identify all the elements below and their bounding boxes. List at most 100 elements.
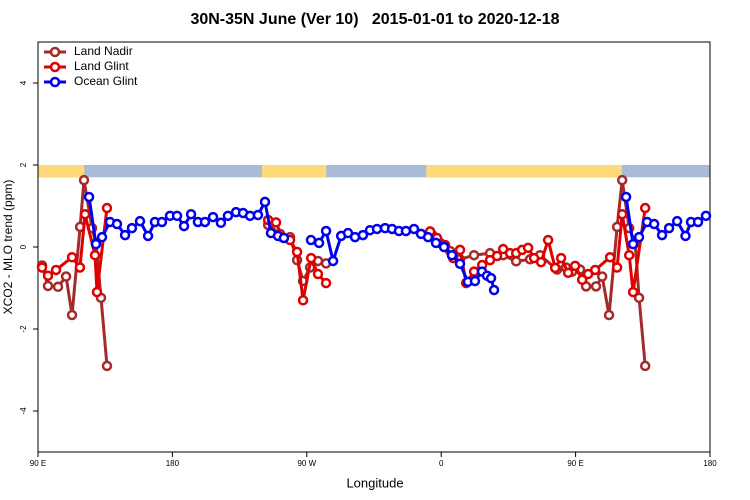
data-point	[222, 210, 234, 222]
data-point	[119, 229, 131, 241]
data-point	[562, 267, 574, 279]
data-point	[692, 216, 704, 228]
chart-title: 30N-35N June (Ver 10) 2015-01-01 to 2020…	[190, 11, 559, 28]
data-point	[639, 202, 651, 214]
data-point	[590, 281, 602, 292]
data-point	[66, 309, 78, 321]
data-point	[252, 209, 264, 221]
data-point	[320, 225, 332, 237]
data-point	[207, 211, 219, 223]
data-point	[535, 256, 547, 268]
data-point	[549, 262, 561, 274]
land-strip	[426, 165, 622, 178]
data-point	[454, 258, 466, 270]
x-tick-label: 180	[703, 459, 717, 468]
data-point	[291, 246, 303, 258]
data-point	[278, 232, 290, 244]
data-point	[663, 222, 675, 234]
data-point	[78, 174, 90, 186]
data-point	[616, 208, 628, 220]
data-point	[510, 256, 522, 267]
data-point	[627, 286, 639, 298]
data-point	[680, 230, 691, 242]
data-point	[327, 255, 339, 267]
legend-label: Land Nadir	[74, 44, 133, 58]
data-point	[89, 249, 101, 261]
data-point	[603, 309, 615, 321]
data-point	[199, 216, 211, 228]
data-point	[469, 275, 481, 287]
data-point	[305, 252, 317, 264]
data-point	[66, 252, 78, 263]
data-point	[633, 292, 645, 304]
data-point	[312, 268, 324, 280]
data-point	[320, 277, 332, 289]
data-point	[589, 264, 601, 276]
data-point	[357, 229, 369, 241]
data-point	[620, 191, 632, 203]
data-point	[111, 218, 123, 230]
data-point	[313, 237, 325, 249]
legend-label: Land Glint	[74, 59, 129, 73]
data-point	[60, 271, 72, 282]
data-point	[156, 216, 168, 228]
data-point	[596, 271, 608, 282]
data-point	[305, 234, 317, 246]
data-point	[36, 262, 48, 273]
data-point	[648, 218, 660, 230]
data-point	[42, 270, 54, 281]
data-point	[611, 262, 623, 273]
data-point	[270, 217, 282, 228]
data-point	[79, 208, 91, 220]
y-axis-label: XCO2 - MLO trend (ppm)	[1, 180, 15, 315]
x-tick-label: 90 E	[567, 459, 583, 468]
y-tick-label: -2	[19, 325, 28, 333]
data-point	[656, 229, 668, 241]
data-point	[215, 217, 227, 229]
data-point	[569, 260, 581, 272]
land-strip	[262, 165, 327, 178]
data-point	[555, 252, 567, 264]
data-point	[50, 264, 62, 276]
x-tick-label: 180	[166, 459, 180, 468]
data-point	[91, 286, 103, 298]
y-tick-label: 4	[19, 80, 28, 85]
plot-frame	[37, 41, 711, 453]
data-point	[142, 230, 154, 242]
data-point	[623, 249, 635, 261]
x-tick-label: 90 W	[297, 459, 316, 468]
x-tick-label: 0	[439, 459, 444, 468]
data-point	[408, 223, 420, 235]
data-point	[42, 280, 54, 292]
data-point	[604, 252, 616, 263]
data-point	[639, 360, 651, 372]
legend-label: Ocean Glint	[74, 74, 138, 88]
data-point	[576, 274, 588, 286]
legend-marker	[49, 46, 61, 58]
data-point	[438, 241, 450, 253]
data-point	[83, 191, 95, 203]
data-point	[259, 196, 271, 208]
y-tick-label: 2	[19, 162, 28, 167]
data-point	[468, 249, 480, 261]
data-point	[90, 238, 102, 250]
data-point	[400, 225, 412, 237]
data-point	[178, 220, 190, 232]
data-point	[491, 250, 503, 262]
data-point	[297, 295, 309, 306]
data-point	[671, 215, 683, 227]
data-point	[101, 360, 113, 372]
data-point	[185, 208, 197, 220]
data-point	[616, 174, 628, 186]
data-point	[371, 223, 383, 235]
data-point	[542, 234, 554, 246]
land-strip	[38, 165, 85, 178]
data-point	[74, 262, 86, 273]
data-point	[96, 231, 108, 243]
y-tick-label: 0	[19, 244, 28, 249]
x-axis-label: Longitude	[346, 475, 403, 490]
data-point	[522, 242, 534, 254]
data-point	[446, 249, 458, 261]
data-point	[171, 210, 183, 222]
data-point	[627, 238, 639, 250]
